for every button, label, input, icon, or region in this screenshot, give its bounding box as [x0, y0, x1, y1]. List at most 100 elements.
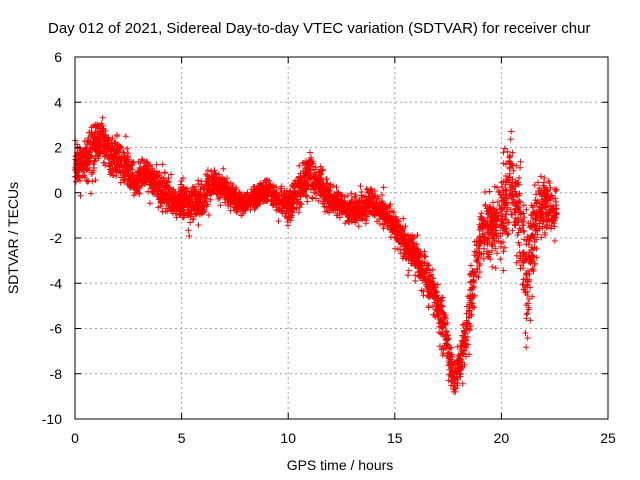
data-point — [513, 219, 520, 226]
data-point — [338, 197, 345, 204]
data-point — [133, 187, 140, 194]
data-point — [276, 206, 282, 213]
data-point — [503, 225, 510, 232]
data-point — [500, 149, 507, 156]
data-point — [248, 186, 255, 193]
data-point — [541, 175, 548, 181]
data-point — [137, 175, 143, 182]
data-point — [508, 128, 515, 135]
data-point — [471, 304, 478, 311]
data-point — [500, 178, 507, 185]
data-point — [489, 263, 496, 270]
data-point — [414, 232, 421, 239]
data-point — [390, 213, 397, 220]
data-point — [185, 227, 192, 234]
data-point — [301, 186, 308, 193]
data-point — [287, 205, 294, 212]
data-point — [499, 217, 506, 224]
data-point — [398, 232, 405, 239]
data-point — [147, 171, 154, 178]
data-point — [440, 345, 447, 352]
data-point — [506, 153, 513, 160]
data-point — [181, 187, 188, 194]
data-point — [364, 207, 371, 214]
data-point — [78, 166, 85, 173]
y-tick-label: 0 — [54, 185, 62, 201]
data-point — [366, 196, 373, 203]
data-point — [380, 184, 387, 191]
data-point — [425, 261, 432, 268]
data-point — [446, 371, 453, 378]
data-point — [534, 197, 541, 204]
data-point — [143, 166, 150, 172]
data-point — [444, 328, 450, 335]
data-point — [491, 235, 498, 242]
data-point — [531, 239, 538, 245]
data-point — [205, 182, 211, 189]
data-point — [94, 124, 101, 131]
data-point — [524, 310, 531, 317]
data-point — [81, 174, 88, 181]
data-point — [160, 180, 167, 187]
data-point — [313, 166, 319, 173]
data-point — [178, 178, 185, 184]
data-point — [132, 183, 139, 190]
data-point — [77, 192, 84, 199]
data-point — [78, 162, 85, 169]
data-point — [137, 160, 144, 167]
data-point — [397, 250, 404, 257]
data-point — [441, 314, 448, 321]
data-point — [109, 172, 116, 179]
data-point — [232, 194, 239, 201]
data-point — [464, 333, 471, 340]
data-point — [513, 252, 520, 259]
data-point — [222, 179, 229, 186]
data-point — [547, 184, 554, 191]
data-point — [266, 177, 273, 184]
data-point — [193, 199, 200, 206]
data-point — [500, 187, 507, 194]
data-point — [477, 240, 484, 247]
data-point — [322, 208, 328, 215]
data-point — [417, 269, 424, 276]
data-point — [345, 213, 351, 220]
data-point — [459, 321, 466, 328]
data-point — [180, 196, 187, 203]
data-point — [348, 190, 355, 197]
data-point — [163, 188, 170, 195]
data-point — [348, 216, 355, 223]
data-point — [193, 211, 200, 218]
data-point — [232, 186, 239, 193]
data-point — [280, 202, 286, 209]
data-point — [523, 311, 530, 318]
data-point — [425, 293, 432, 300]
data-point — [492, 265, 499, 272]
data-point — [436, 329, 443, 336]
data-point — [484, 229, 491, 236]
data-point — [515, 239, 522, 246]
data-point — [412, 248, 419, 255]
data-point — [170, 194, 176, 201]
data-point — [529, 244, 535, 251]
data-point — [456, 364, 463, 371]
data-point — [495, 188, 502, 195]
data-point — [517, 226, 524, 233]
data-point — [253, 201, 260, 207]
data-point — [523, 344, 530, 351]
data-point — [96, 138, 103, 145]
data-point — [461, 327, 468, 334]
data-point — [413, 256, 420, 263]
data-point — [228, 199, 235, 206]
data-point — [167, 191, 174, 198]
data-point — [126, 181, 132, 188]
data-point — [533, 245, 540, 252]
data-point — [275, 200, 282, 207]
data-point — [403, 253, 409, 260]
data-point — [527, 317, 534, 324]
data-point — [270, 184, 276, 191]
data-point — [466, 295, 473, 302]
x-axis-label: GPS time / hours — [287, 457, 394, 473]
data-point — [474, 266, 481, 273]
data-point — [551, 237, 558, 244]
data-point — [241, 191, 248, 198]
